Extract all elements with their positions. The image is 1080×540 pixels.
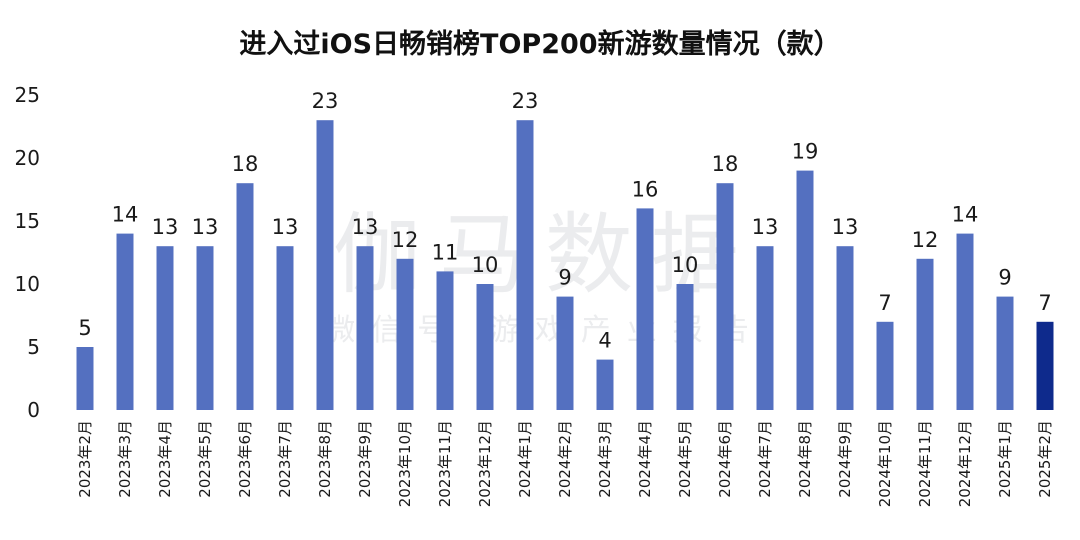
data-label: 23: [312, 89, 339, 113]
x-tick-label: 2024年12月: [956, 420, 974, 507]
x-axis: 2023年2月 2023年3月 2023年4月 2023年5月 2023年6月 2023年…: [76, 420, 1054, 507]
bar: [836, 246, 854, 410]
data-label: 9: [558, 266, 571, 290]
x-tick-label: 2023年7月: [276, 420, 294, 498]
x-tick-label: 2024年1月: [516, 420, 534, 498]
x-tick-label: 2023年5月: [196, 420, 214, 498]
x-tick-label: 2024年9月: [836, 420, 854, 498]
watermark-sub: 微信号 游戏产业报告: [325, 313, 765, 348]
x-tick-label: 2024年5月: [676, 420, 694, 498]
x-tick-label: 2025年1月: [996, 420, 1014, 498]
data-label: 5: [78, 316, 91, 340]
x-tick-label: 2024年2月: [556, 420, 574, 498]
bar: [956, 233, 974, 410]
x-tick-label: 2024年4月: [636, 420, 654, 498]
bar: [596, 359, 614, 410]
data-label: 23: [512, 89, 539, 113]
y-tick-label: 0: [27, 398, 40, 422]
bar: [236, 183, 254, 410]
bar: [556, 296, 574, 410]
bar: [756, 246, 774, 410]
bar: [396, 258, 414, 410]
x-tick-label: 2024年3月: [596, 420, 614, 498]
bar: [1036, 321, 1054, 410]
watermark: 伽马数据 微信号 游戏产业报告: [325, 203, 765, 348]
bar: [436, 271, 454, 410]
bar: [636, 208, 654, 410]
data-label: 16: [632, 177, 659, 201]
x-tick-label: 2024年10月: [876, 420, 894, 507]
bar: [996, 296, 1014, 410]
bar: [716, 183, 734, 410]
data-label: 19: [792, 140, 819, 164]
x-tick-label: 2023年12月: [476, 420, 494, 507]
bar: [196, 246, 214, 410]
data-label: 12: [392, 228, 419, 252]
data-label: 7: [1038, 291, 1051, 315]
data-label: 18: [232, 152, 259, 176]
y-tick-label: 10: [15, 272, 40, 296]
data-label: 13: [752, 215, 779, 239]
bar: [156, 246, 174, 410]
bar: [876, 321, 894, 410]
y-axis: 0 5 10 15 20 25: [15, 83, 40, 422]
bar: [316, 120, 334, 410]
x-tick-label: 2024年7月: [756, 420, 774, 498]
bars: [76, 120, 1054, 410]
y-tick-label: 20: [15, 146, 40, 170]
data-label: 13: [352, 215, 379, 239]
data-label: 10: [472, 253, 499, 277]
data-label: 13: [272, 215, 299, 239]
data-label: 13: [832, 215, 859, 239]
bar: [516, 120, 534, 410]
data-labels: 5 14 13 13 18 13 23 13 12 11 10 23 9 4 16 10 18 13 19 13 7 12…: [78, 89, 1051, 352]
bar: [76, 347, 94, 410]
data-label: 7: [878, 291, 891, 315]
x-tick-label: 2023年4月: [156, 420, 174, 498]
bar: [116, 233, 134, 410]
bar: [916, 258, 934, 410]
data-label: 12: [912, 228, 939, 252]
x-tick-label: 2023年10月: [396, 420, 414, 507]
bar: [796, 170, 814, 410]
bar: [676, 284, 694, 410]
x-tick-label: 2023年6月: [236, 420, 254, 498]
y-tick-label: 5: [27, 335, 40, 359]
data-label: 13: [192, 215, 219, 239]
x-tick-label: 2023年8月: [316, 420, 334, 498]
chart-title: 进入过iOS日畅销榜TOP200新游数量情况（款）: [239, 29, 841, 60]
bar: [476, 284, 494, 410]
x-tick-label: 2023年9月: [356, 420, 374, 498]
x-tick-label: 2025年2月: [1036, 420, 1054, 498]
bar: [356, 246, 374, 410]
data-label: 14: [112, 203, 139, 227]
data-label: 13: [152, 215, 179, 239]
data-label: 10: [672, 253, 699, 277]
y-tick-label: 15: [15, 209, 40, 233]
x-tick-label: 2023年11月: [436, 420, 454, 507]
data-label: 11: [432, 240, 459, 264]
data-label: 4: [598, 329, 611, 353]
x-tick-label: 2023年3月: [116, 420, 134, 498]
data-label: 14: [952, 203, 979, 227]
x-tick-label: 2024年11月: [916, 420, 934, 507]
data-label: 18: [712, 152, 739, 176]
data-label: 9: [998, 266, 1011, 290]
bar: [276, 246, 294, 410]
y-tick-label: 25: [15, 83, 40, 107]
x-tick-label: 2024年6月: [716, 420, 734, 498]
x-tick-label: 2023年2月: [76, 420, 94, 498]
x-tick-label: 2024年8月: [796, 420, 814, 498]
